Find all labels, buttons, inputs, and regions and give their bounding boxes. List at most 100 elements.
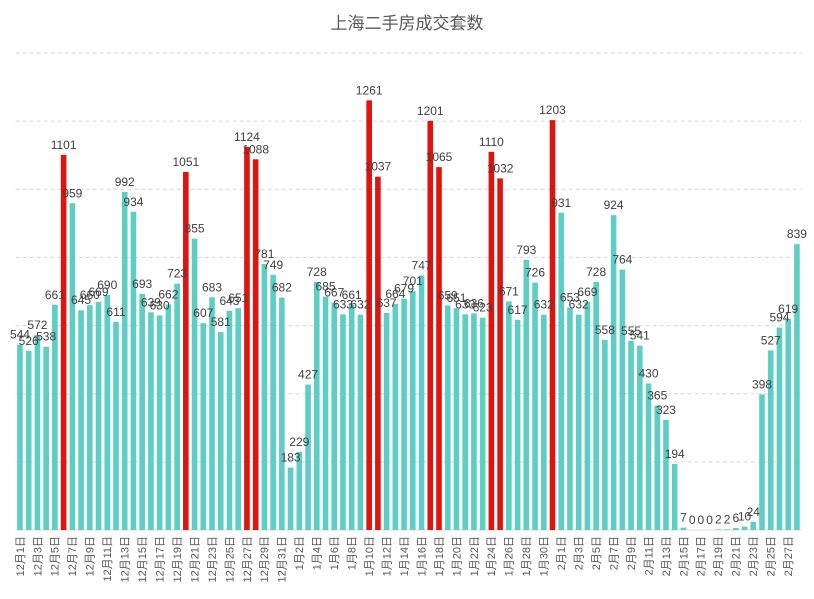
bar xyxy=(602,339,608,530)
data-label: 839 xyxy=(787,227,807,241)
x-tick-label: 2月1日 xyxy=(556,536,568,570)
bar-highlighted xyxy=(252,159,259,531)
bar xyxy=(287,467,294,530)
x-tick-label: 1月22日 xyxy=(469,536,481,576)
bar xyxy=(34,335,41,530)
bar-highlighted xyxy=(60,154,67,530)
x-tick-label: 2月15日 xyxy=(678,536,690,576)
data-label: 728 xyxy=(307,265,327,279)
bar xyxy=(663,419,669,530)
data-label: 701 xyxy=(403,274,423,288)
bar-highlighted xyxy=(488,151,495,530)
x-tick-label: 12月29日 xyxy=(259,536,271,582)
x-tick-label: 12月15日 xyxy=(137,536,149,582)
bar xyxy=(200,323,207,530)
data-label: 430 xyxy=(639,366,659,380)
bar xyxy=(514,319,521,530)
data-label: 427 xyxy=(298,368,318,382)
bar xyxy=(270,274,276,530)
x-tick-label: 1月12日 xyxy=(381,536,393,576)
bar xyxy=(453,308,460,530)
bar xyxy=(715,529,722,530)
x-tick-label: 1月18日 xyxy=(434,536,446,576)
bar xyxy=(479,317,486,530)
data-label: 685 xyxy=(315,280,335,294)
bar xyxy=(680,527,687,530)
data-label: 183 xyxy=(281,451,301,465)
data-label: 781 xyxy=(254,247,274,261)
data-label: 636 xyxy=(464,296,484,310)
data-label: 623 xyxy=(473,301,493,315)
x-tick-label: 12月21日 xyxy=(189,536,201,582)
bar-highlighted xyxy=(375,176,381,530)
chart-title: 上海二手房成交套数 xyxy=(331,14,484,33)
bar xyxy=(383,312,390,530)
gridlines xyxy=(15,52,802,531)
data-label: 365 xyxy=(647,389,667,403)
data-label: 1037 xyxy=(365,160,392,174)
data-label: 555 xyxy=(621,324,641,338)
bar xyxy=(322,296,329,530)
x-tick-label: 12月27日 xyxy=(242,536,254,582)
x-tick-label: 2月17日 xyxy=(696,536,708,576)
bar xyxy=(637,345,643,530)
data-label: 1124 xyxy=(234,130,260,144)
data-label: 660 xyxy=(80,288,100,302)
data-label: 793 xyxy=(516,243,536,257)
bars xyxy=(17,100,800,531)
bar xyxy=(418,275,425,530)
data-label: 1032 xyxy=(487,161,514,175)
x-tick-label: 1月26日 xyxy=(504,536,516,576)
data-label: 639 xyxy=(141,295,161,309)
data-label: 544 xyxy=(10,328,30,342)
bar xyxy=(305,384,311,530)
data-label: 0 xyxy=(689,513,696,527)
data-label: 632 xyxy=(350,298,370,312)
x-tick-label: 12月7日 xyxy=(67,536,79,576)
data-label: 1110 xyxy=(479,135,504,149)
x-tick-label: 12月5日 xyxy=(50,536,62,576)
bar xyxy=(130,211,137,530)
data-label: 611 xyxy=(106,305,125,319)
data-label: 664 xyxy=(385,287,405,301)
bar-highlighted xyxy=(183,171,189,530)
data-label: 617 xyxy=(508,303,528,317)
bar-highlighted xyxy=(244,147,250,531)
data-label: 1261 xyxy=(356,83,383,97)
data-label: 1088 xyxy=(242,142,269,156)
data-label: 924 xyxy=(604,198,624,212)
bar xyxy=(767,350,774,530)
x-tick-label: 12月23日 xyxy=(207,536,219,582)
bar xyxy=(410,291,416,530)
bar xyxy=(357,314,364,530)
data-label: 651 xyxy=(228,291,248,305)
data-label: 558 xyxy=(595,323,615,337)
bar xyxy=(121,192,128,530)
bar xyxy=(610,215,617,530)
data-label: 581 xyxy=(211,315,231,329)
data-label: 637 xyxy=(377,296,397,310)
data-label: 632 xyxy=(569,298,589,312)
x-tick-label: 2月9日 xyxy=(626,536,638,570)
x-tick-label: 2月27日 xyxy=(783,536,795,576)
bar xyxy=(733,527,739,530)
data-label: 633 xyxy=(455,297,475,311)
data-label: 229 xyxy=(289,435,309,449)
bar xyxy=(593,281,599,530)
data-label: 527 xyxy=(761,333,781,347)
bar xyxy=(217,332,224,530)
data-label: 661 xyxy=(342,288,362,302)
data-label: 630 xyxy=(150,298,170,312)
x-tick-label: 1月16日 xyxy=(416,536,428,576)
data-label: 323 xyxy=(656,403,676,417)
data-label: 651 xyxy=(446,291,466,305)
data-label: 747 xyxy=(412,258,432,272)
data-label: 7 xyxy=(680,511,687,525)
bar xyxy=(671,463,678,530)
data-label: 992 xyxy=(115,175,135,189)
data-label: 682 xyxy=(272,281,292,295)
bar xyxy=(209,297,215,530)
bar-highlighted xyxy=(427,120,434,531)
data-label: 541 xyxy=(630,329,650,343)
